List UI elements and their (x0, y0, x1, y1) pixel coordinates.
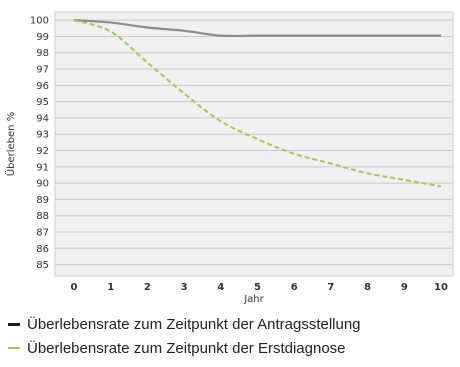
x-tick-label: 6 (291, 282, 298, 293)
y-tick-label: 95 (36, 97, 49, 108)
y-tick-label: 91 (36, 162, 49, 173)
series-line-erstdiagnose (73, 19, 442, 188)
x-axis-label: Jahr (243, 294, 264, 305)
x-tick-label: 7 (327, 282, 334, 293)
x-tick-labels: 0 1 2 3 4 5 6 7 8 9 10 (71, 282, 448, 293)
y-tick-label: 92 (36, 146, 49, 157)
plot-area (54, 11, 454, 277)
y-tick-label: 94 (36, 113, 49, 124)
y-tick-label: 96 (36, 81, 49, 92)
x-tick-label: 9 (401, 282, 408, 293)
x-tick-label: 3 (181, 282, 188, 293)
legend-label: Überlebensrate zum Zeitpunkt der Antrags… (27, 315, 361, 333)
legend: Überlebensrate zum Zeitpunkt der Antrags… (8, 312, 458, 360)
x-tick-label: 8 (364, 282, 371, 293)
series-line-antragsstellung (73, 19, 441, 38)
y-tick-label: 87 (36, 228, 49, 239)
legend-label: Überlebensrate zum Zeitpunkt der Erstdia… (27, 339, 346, 357)
y-axis-label: Überleben % (4, 112, 17, 176)
legend-swatch-dashed (8, 347, 20, 349)
y-tick-label: 97 (36, 65, 49, 76)
y-tick-label: 98 (36, 48, 49, 59)
y-tick-label: 99 (36, 32, 49, 43)
y-tick-label: 100 (30, 16, 49, 27)
y-tick-label: 88 (36, 211, 49, 222)
series-lines (73, 19, 442, 188)
y-tick-label: 90 (36, 179, 49, 190)
x-tick-label: 2 (144, 282, 151, 293)
x-tick-label: 0 (71, 282, 78, 293)
y-tick-label: 86 (36, 244, 49, 255)
x-tick-label: 10 (434, 282, 448, 293)
grid (55, 19, 453, 266)
legend-swatch-solid (8, 322, 20, 326)
y-tick-label: 89 (36, 195, 49, 206)
x-tick-label: 4 (217, 282, 224, 293)
legend-item-antragsstellung: Überlebensrate zum Zeitpunkt der Antrags… (8, 312, 458, 336)
x-tick-label: 5 (254, 282, 261, 293)
y-tick-labels: 85 86 87 88 89 90 91 92 93 94 95 96 97 98 99 100 (30, 16, 49, 271)
y-tick-label: 93 (36, 130, 49, 141)
legend-item-erstdiagnose: Überlebensrate zum Zeitpunkt der Erstdia… (8, 336, 458, 360)
y-tick-label: 85 (36, 260, 49, 271)
x-tick-label: 1 (107, 282, 114, 293)
